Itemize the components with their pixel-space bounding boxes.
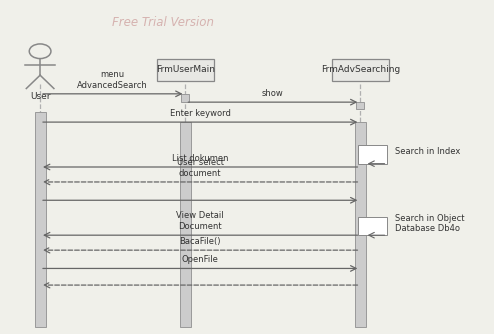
Bar	[332, 59, 389, 80]
Text: menu
AdvancedSearch: menu AdvancedSearch	[78, 70, 148, 90]
Bar	[35, 112, 45, 327]
Text: User: User	[30, 92, 50, 101]
Bar	[358, 145, 387, 164]
Bar	[181, 94, 189, 102]
Bar	[356, 102, 364, 109]
Text: show: show	[262, 89, 284, 98]
Text: Free Trial Version: Free Trial Version	[112, 16, 214, 29]
Text: FrmAdvSearching: FrmAdvSearching	[321, 65, 400, 74]
Text: Enter keyword: Enter keyword	[170, 109, 231, 118]
Bar	[157, 59, 214, 80]
Text: Search in Object
Database Db4o: Search in Object Database Db4o	[395, 214, 464, 233]
Text: OpenFile: OpenFile	[182, 255, 219, 264]
Bar	[180, 122, 191, 327]
Text: BacaFile(): BacaFile()	[179, 237, 221, 246]
Text: View Detail
Document: View Detail Document	[176, 211, 224, 231]
Text: User select
document: User select document	[177, 158, 224, 178]
Text: Search in Index: Search in Index	[395, 147, 460, 156]
Bar	[358, 217, 387, 235]
Bar	[355, 122, 366, 327]
Text: FrmUserMain: FrmUserMain	[156, 65, 215, 74]
Text: List dokumen: List dokumen	[172, 154, 228, 163]
